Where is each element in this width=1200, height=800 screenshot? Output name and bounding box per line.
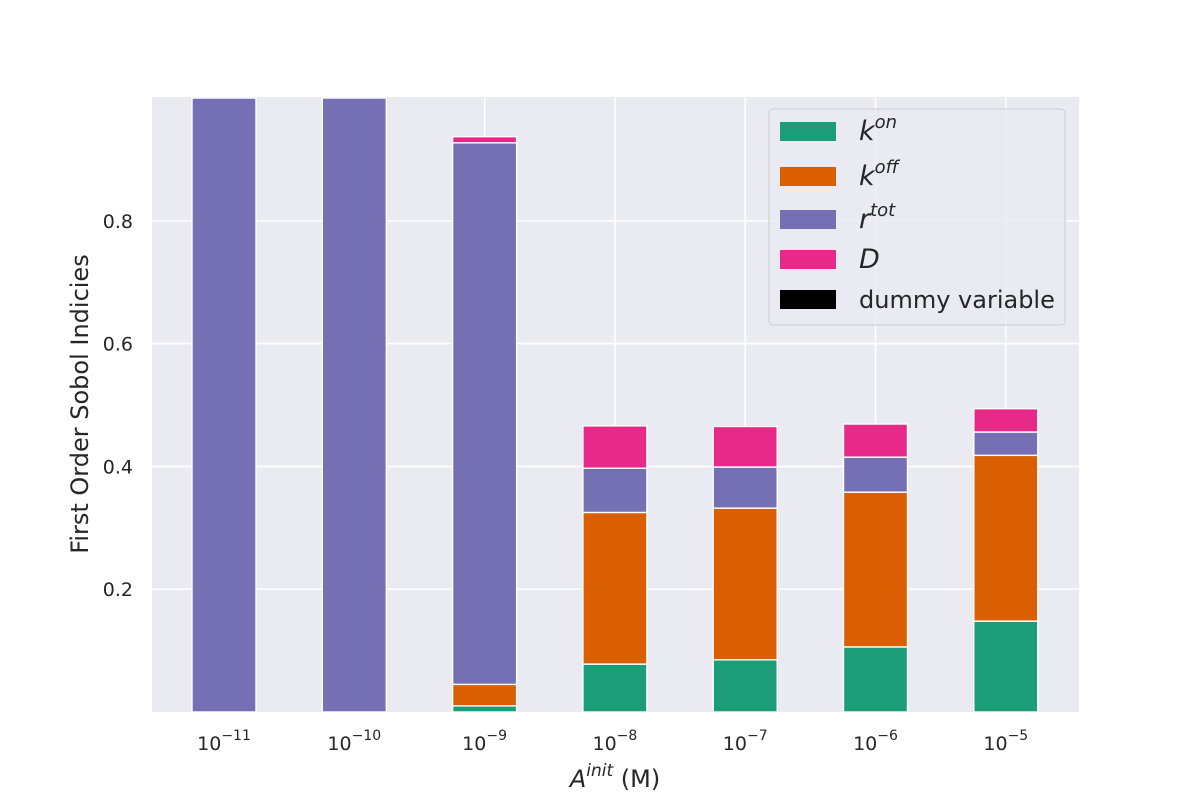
bar-segment-koff <box>842 491 909 648</box>
x-axis-label-sup: init <box>586 761 614 781</box>
legend-swatch <box>780 122 836 141</box>
bar-segment-D <box>842 423 909 458</box>
bar-segment-D <box>973 407 1039 433</box>
legend-label: D <box>859 244 880 275</box>
bar-segment-rtot <box>582 467 648 514</box>
legend-label: dummy variable <box>859 286 1055 314</box>
bar-segment-kon <box>712 659 778 713</box>
legend-swatch <box>780 250 836 269</box>
bar-segment-D <box>451 135 518 144</box>
bar-segment-rtot <box>451 142 518 686</box>
bar-segment-D <box>582 425 648 469</box>
bar-segment-rtot <box>973 431 1039 457</box>
bar-segment-koff <box>712 507 778 661</box>
legend-label: koff <box>859 157 901 192</box>
x-tick-label: 10−5 <box>983 728 1028 755</box>
bars <box>191 97 1039 713</box>
bar-segment-koff <box>451 683 518 707</box>
y-tick-label: 0.6 <box>103 334 133 356</box>
bar-segment-rtot <box>842 456 909 493</box>
bar-segment-rtot <box>712 466 778 509</box>
legend-box <box>768 108 1066 326</box>
bar-segment-rtot <box>321 97 387 713</box>
x-axis-label-suffix: (M) <box>613 765 660 793</box>
legend-swatch <box>780 167 836 186</box>
legend-swatch <box>780 210 836 229</box>
legend-label: kon <box>859 112 897 147</box>
bar-segment-kon <box>973 620 1039 713</box>
bar-segment-koff <box>582 511 648 665</box>
x-tick-label: 10−11 <box>197 728 251 755</box>
x-tick-label: 10−10 <box>327 728 381 755</box>
tick-labels: 0.2 0.4 0.6 0.8 10−11 10−10 10−9 10−8 10−7 10−6 10… <box>103 211 1028 755</box>
y-tick-label: 0.4 <box>103 456 133 478</box>
legend-label: rtot <box>859 200 896 235</box>
y-tick-label: 0.8 <box>103 211 133 233</box>
bar-segment-koff <box>973 454 1039 622</box>
bar-segment-D <box>712 425 778 468</box>
bar-segment-rtot <box>191 97 257 713</box>
x-axis-label: Ainit (M) <box>568 761 660 793</box>
x-tick-label: 10−6 <box>853 728 898 755</box>
x-tick-label: 10−8 <box>592 728 637 755</box>
legend-swatch <box>780 290 836 309</box>
y-axis-label: First Order Sobol Indicies <box>66 254 94 553</box>
bar-segment-kon <box>842 646 909 713</box>
y-tick-label: 0.2 <box>103 579 133 601</box>
x-tick-label: 10−7 <box>723 728 768 755</box>
bar-segment-kon <box>582 663 648 713</box>
x-tick-label: 10−9 <box>462 728 507 755</box>
bar-segment-kon <box>451 705 518 713</box>
x-axis-label-base: A <box>568 765 586 793</box>
